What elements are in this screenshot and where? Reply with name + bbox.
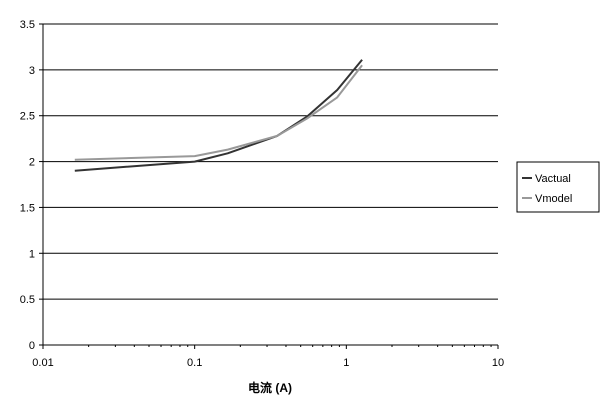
legend-box xyxy=(516,161,600,213)
series-line-vmodel xyxy=(74,64,363,161)
y-tick-label: 1.5 xyxy=(20,202,35,214)
y-tick-label: 2.5 xyxy=(20,111,35,123)
x-tick-label: 0.01 xyxy=(32,357,53,369)
y-tick-label: 0 xyxy=(29,340,35,352)
x-tick-label: 10 xyxy=(492,357,504,369)
y-tick-label: 1 xyxy=(29,248,35,260)
y-tick-label: 3.5 xyxy=(20,19,35,31)
x-tick-label: 0.1 xyxy=(187,357,202,369)
y-tick-label: 3 xyxy=(29,65,35,77)
x-axis-label: 电流 (A) xyxy=(248,380,292,395)
legend: Vactual Vmodel xyxy=(516,161,600,213)
legend-label: Vmodel xyxy=(535,193,572,205)
legend-label: Vactual xyxy=(535,173,571,185)
y-tick-label: 2 xyxy=(29,157,35,169)
y-tick-label: 0.5 xyxy=(20,294,35,306)
x-tick-label: 1 xyxy=(343,357,349,369)
